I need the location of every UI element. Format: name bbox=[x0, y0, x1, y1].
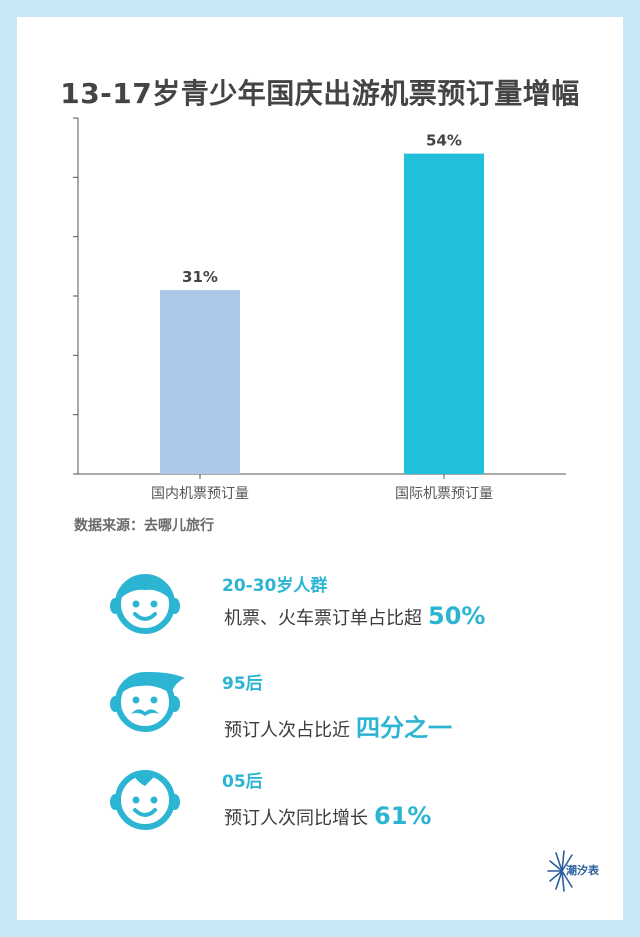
content-card bbox=[17, 17, 623, 920]
stat-value: 61% bbox=[374, 802, 432, 830]
chart-bars bbox=[160, 153, 484, 474]
logo-text: 潮汐表 bbox=[566, 864, 599, 877]
logo-burst-icon bbox=[547, 850, 573, 892]
bar bbox=[404, 153, 484, 474]
group-label: 95后 bbox=[222, 674, 263, 694]
chart-title: 13-17岁青少年国庆出游机票预订量增幅 bbox=[60, 77, 580, 110]
mustache-face-icon bbox=[110, 672, 185, 732]
bar bbox=[160, 290, 240, 474]
x-tick-label: 国际机票预订量 bbox=[395, 486, 493, 502]
chart-axes bbox=[73, 117, 566, 479]
x-tick-label: 国内机票预订量 bbox=[151, 486, 249, 502]
stat-description: 预订人次占比近 四分之一 bbox=[224, 714, 452, 742]
stat-description: 预订人次同比增长 61% bbox=[224, 802, 432, 830]
data-label: 31% bbox=[182, 268, 218, 286]
stat-description: 机票、火车票订单占比超 50% bbox=[224, 602, 486, 630]
baby-face-icon bbox=[110, 770, 180, 830]
face-icon bbox=[110, 574, 180, 634]
stat-value: 四分之一 bbox=[356, 714, 452, 742]
data-label: 54% bbox=[426, 132, 462, 150]
group-label: 05后 bbox=[222, 772, 263, 792]
data-source: 数据来源：去哪儿旅行 bbox=[74, 518, 214, 534]
group-label: 20-30岁人群 bbox=[222, 576, 328, 596]
bar-chart: 31% 国内机票预订量 54% 国际机票预订量 bbox=[73, 117, 566, 502]
chart-labels: 31% 国内机票预订量 54% 国际机票预订量 bbox=[151, 132, 493, 502]
stat-row-3: 05后 预订人次同比增长 61% bbox=[0, 762, 640, 852]
stat-value: 50% bbox=[428, 602, 486, 630]
stat-row-2: 95后 预订人次占比近 四分之一 bbox=[0, 664, 640, 754]
stat-row-1: 20-30岁人群 机票、火车票订单占比超 50% bbox=[0, 566, 640, 656]
